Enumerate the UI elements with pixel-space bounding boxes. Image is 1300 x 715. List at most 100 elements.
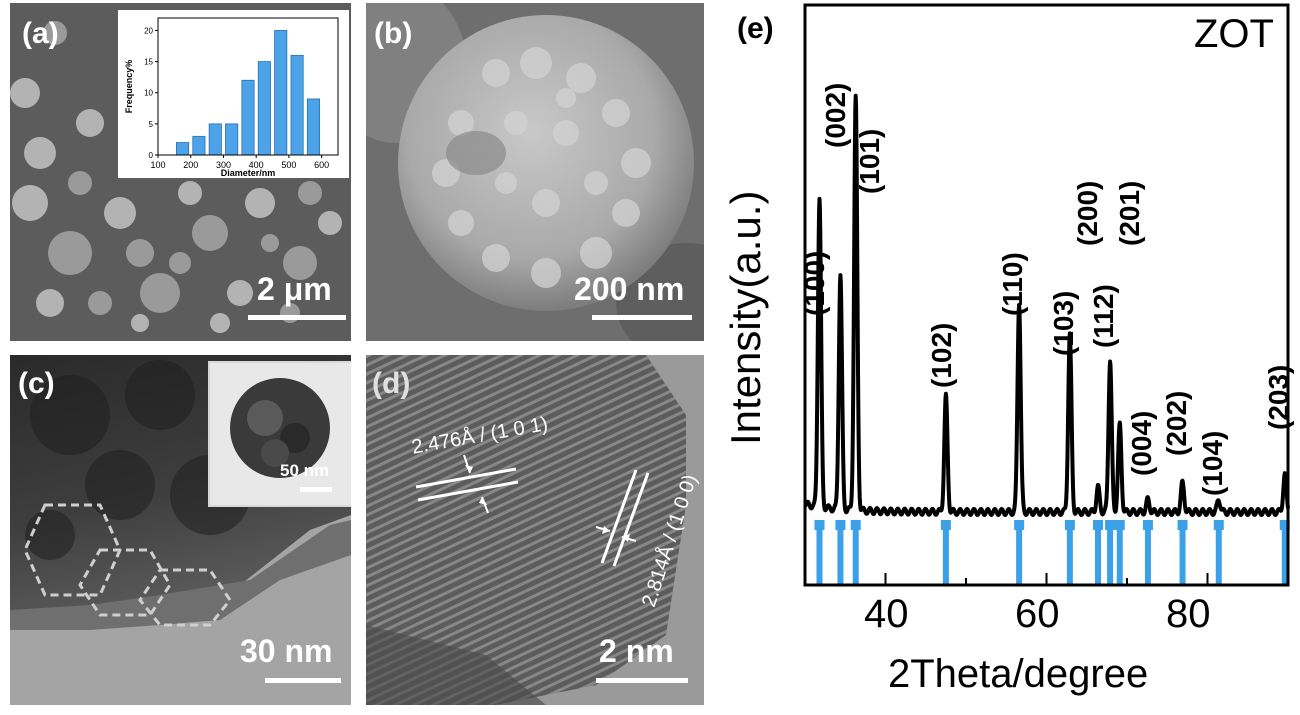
sem-particle bbox=[178, 181, 202, 205]
scalebar-label-b: 200 nm bbox=[574, 271, 685, 307]
surface-grain bbox=[621, 148, 651, 178]
sem-image-b bbox=[366, 3, 704, 341]
sample-name: ZOT bbox=[1194, 12, 1274, 56]
sem-particle bbox=[126, 239, 154, 267]
reference-peak-marker bbox=[814, 520, 825, 530]
reference-peak-line bbox=[837, 522, 844, 585]
surface-grain bbox=[553, 120, 579, 146]
scalebar-d bbox=[596, 678, 688, 683]
sem-particle bbox=[140, 273, 180, 313]
x-tick-80: 80 bbox=[1166, 592, 1211, 636]
histogram-bar bbox=[241, 79, 255, 156]
sem-particle bbox=[192, 215, 228, 251]
reference-peak-marker bbox=[835, 520, 846, 530]
sem-particle bbox=[318, 211, 342, 235]
scalebar-label-c: 30 nm bbox=[240, 633, 333, 669]
surface-grain bbox=[580, 237, 612, 269]
sem-particle bbox=[169, 252, 191, 274]
peak-label: (101) bbox=[853, 128, 885, 194]
sem-particle bbox=[227, 280, 253, 306]
reference-peak-line bbox=[1107, 522, 1114, 585]
histogram-bar bbox=[257, 61, 271, 156]
surface-grain bbox=[520, 47, 552, 79]
reference-peak-line bbox=[942, 522, 949, 585]
reference-peak-marker bbox=[850, 520, 861, 530]
hrtem-panel-d: 2.476Å / (1 0 1) 2.814Å / (1 0 0) (d) 2 … bbox=[366, 355, 704, 705]
sem-particle bbox=[36, 289, 64, 317]
tem-dark-region bbox=[30, 375, 110, 455]
peak-label: (110) bbox=[997, 252, 1029, 316]
sem-particle bbox=[283, 246, 317, 280]
reference-peak-marker bbox=[1177, 520, 1188, 530]
sem-particle bbox=[43, 21, 67, 45]
hist-x-tick-label: 200 bbox=[183, 160, 198, 170]
hist-x-tick-label: 100 bbox=[150, 160, 165, 170]
surface-grain bbox=[531, 258, 561, 288]
histogram-bar bbox=[176, 142, 190, 156]
sem-particle bbox=[88, 291, 112, 315]
reference-peak-line bbox=[1215, 522, 1222, 585]
hist-y-tick-label: 5 bbox=[149, 120, 154, 129]
tem-panel-c: 50 nm (c) 30 nm bbox=[10, 355, 351, 705]
reference-peak-marker bbox=[1064, 520, 1075, 530]
reference-peak-marker bbox=[1105, 520, 1116, 530]
reference-peak-marker bbox=[940, 520, 951, 530]
inset-scalebar-c bbox=[300, 487, 332, 492]
xrd-chart bbox=[803, 3, 1290, 587]
surface-grain bbox=[612, 199, 640, 227]
panel-label-d: (d) bbox=[372, 367, 411, 400]
peak-label: (004) bbox=[1125, 410, 1157, 476]
x-tick-60: 60 bbox=[1015, 592, 1060, 636]
x-tick-40: 40 bbox=[864, 592, 909, 636]
xrd-panel-e: (e) ZOT 2Theta/degree Intensity(a.u.) 40… bbox=[710, 0, 1300, 710]
hist-y-tick-label: 10 bbox=[144, 89, 153, 98]
histogram-bar bbox=[274, 30, 288, 156]
sem-particle bbox=[210, 313, 230, 333]
scalebar-b bbox=[592, 315, 692, 320]
peak-label: (112) bbox=[1088, 284, 1120, 348]
surface-grain bbox=[556, 88, 576, 108]
hist-y-label: Frequency% bbox=[124, 60, 134, 114]
hist-x-label: Diameter/nm bbox=[221, 168, 276, 178]
surface-grain bbox=[482, 244, 510, 272]
reference-peak-marker bbox=[1213, 520, 1224, 530]
hist-x-tick-label: 600 bbox=[314, 160, 329, 170]
panel-label-a: (a) bbox=[22, 17, 59, 50]
surface-grain bbox=[566, 63, 596, 93]
hist-x-tick-label: 300 bbox=[216, 160, 231, 170]
reference-peak-line bbox=[1144, 522, 1151, 585]
y-axis-title: Intensity(a.u.) bbox=[722, 190, 769, 445]
tem-inset-c: 50 nm bbox=[208, 361, 351, 507]
reference-peak-line bbox=[1066, 522, 1073, 585]
peak-label: (202) bbox=[1160, 390, 1192, 456]
histogram-bar bbox=[225, 123, 239, 156]
peak-label: (201) bbox=[1113, 180, 1145, 246]
histogram-frame bbox=[157, 17, 339, 156]
reference-peak-marker bbox=[1014, 520, 1025, 530]
sem-particle bbox=[12, 185, 48, 221]
histogram-bar bbox=[192, 135, 206, 156]
sem-panel-a: 100 200 300 400 500 600 0 5 10 15 20 Diameter/nm Fre… bbox=[10, 3, 351, 341]
sem-particle bbox=[76, 109, 104, 137]
peak-label: (102) bbox=[925, 322, 957, 388]
surface-grain bbox=[504, 111, 528, 135]
surface-grain bbox=[495, 172, 517, 194]
peak-label: (002) bbox=[820, 82, 852, 148]
peak-label: (200) bbox=[1072, 180, 1104, 246]
surface-grain bbox=[584, 171, 608, 195]
sem-particle bbox=[68, 171, 92, 195]
size-histogram-inset: 100 200 300 400 500 600 0 5 10 15 20 Diameter/nm Fre… bbox=[118, 10, 349, 178]
reference-peak-marker bbox=[1114, 520, 1125, 530]
peak-label: (203) bbox=[1262, 364, 1294, 430]
scalebar-label-a: 2 μm bbox=[257, 271, 332, 307]
surface-grain bbox=[448, 210, 474, 236]
hist-y-tick-label: 0 bbox=[149, 151, 154, 160]
xrd-curve bbox=[803, 93, 1290, 517]
tem-dark-region bbox=[85, 450, 155, 520]
scalebar-a bbox=[248, 315, 346, 320]
sem-particle bbox=[24, 137, 56, 169]
scalebar-c bbox=[265, 678, 341, 683]
sem-particle bbox=[10, 78, 40, 108]
peak-label: (104) bbox=[1196, 430, 1228, 496]
hist-y-tick-label: 15 bbox=[144, 58, 153, 67]
